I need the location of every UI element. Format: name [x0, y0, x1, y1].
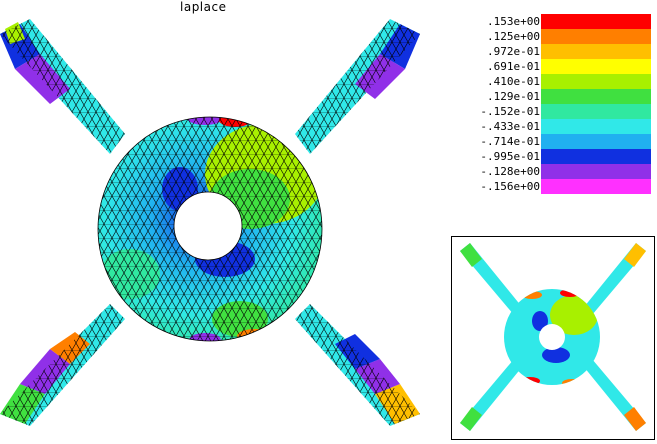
- central-disk: [97, 116, 323, 342]
- inset-contour-plot: [460, 243, 646, 431]
- legend-swatch: [541, 134, 651, 149]
- legend-label: .410e-01: [487, 75, 540, 88]
- plot-title: laplace: [180, 0, 227, 14]
- legend-label: .972e-01: [487, 45, 540, 58]
- legend-row: .410e-01: [450, 74, 655, 89]
- legend-label: .129e-01: [487, 90, 540, 103]
- legend-swatch: [541, 89, 651, 104]
- legend-label: .153e+00: [487, 15, 540, 28]
- inset-arms: [460, 243, 646, 431]
- legend-label: .691e-01: [487, 60, 540, 73]
- legend-swatch: [541, 44, 651, 59]
- legend-swatch: [541, 29, 651, 44]
- legend-row: .125e+00: [450, 29, 655, 44]
- legend-swatch: [541, 104, 651, 119]
- legend-row: -.152e-01: [450, 104, 655, 119]
- arm-top-right: [295, 19, 420, 154]
- main-contour-plot: [0, 19, 420, 426]
- legend-row: .691e-01: [450, 59, 655, 74]
- inset-overview-plot: [451, 236, 655, 440]
- legend-row: .129e-01: [450, 89, 655, 104]
- arm-bottom-right: [295, 304, 420, 426]
- legend-swatch: [541, 14, 651, 29]
- legend-row: -.433e-01: [450, 119, 655, 134]
- legend-label: .125e+00: [487, 30, 540, 43]
- legend-swatch: [541, 179, 651, 194]
- inset-disk: [504, 289, 600, 385]
- legend-label: -.152e-01: [480, 105, 540, 118]
- arm-top-left: [0, 19, 125, 154]
- legend-row: -.714e-01: [450, 134, 655, 149]
- arm-bottom-left: [0, 304, 125, 426]
- legend-row: .153e+00: [450, 14, 655, 29]
- legend-label: -.714e-01: [480, 135, 540, 148]
- legend-row: .972e-01: [450, 44, 655, 59]
- center-hole: [173, 191, 243, 261]
- legend-label: -.128e+00: [480, 165, 540, 178]
- legend-label: -.995e-01: [480, 150, 540, 163]
- legend-swatch: [541, 59, 651, 74]
- legend-row: -.995e-01: [450, 149, 655, 164]
- legend-row: -.128e+00: [450, 164, 655, 179]
- legend-swatch: [541, 149, 651, 164]
- legend-label: -.433e-01: [480, 120, 540, 133]
- legend-swatch: [541, 119, 651, 134]
- legend-label: -.156e+00: [480, 180, 540, 193]
- legend-swatch: [541, 74, 651, 89]
- legend-swatch: [541, 164, 651, 179]
- legend-row: -.156e+00: [450, 179, 655, 194]
